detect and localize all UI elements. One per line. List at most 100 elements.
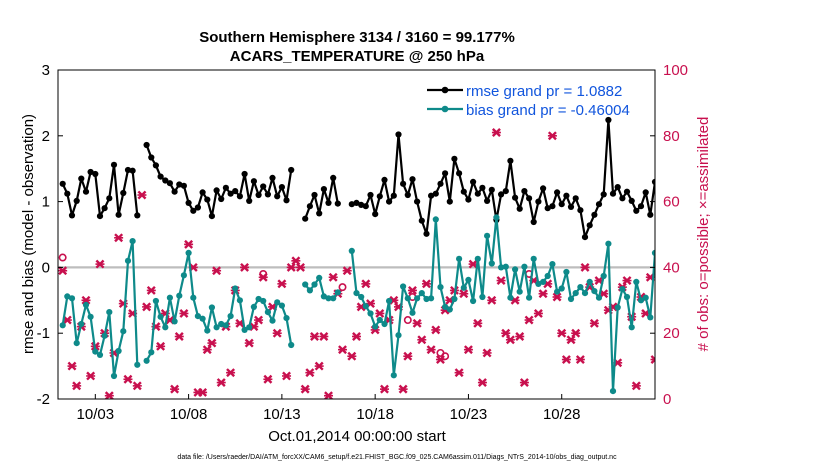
bias-point (432, 216, 439, 223)
obs-assimilated-marker (468, 259, 478, 269)
bias-point (801, 260, 807, 266)
bias-point (376, 316, 383, 324)
rmse-line (351, 118, 655, 239)
bias-point (727, 279, 733, 285)
obs-assimilated-marker (286, 262, 296, 272)
obs-assimilated-marker (660, 349, 669, 356)
bias-point (442, 303, 449, 310)
obs-assimilated-marker (216, 378, 226, 387)
bias-point (185, 249, 192, 256)
obs-assimilated-marker (655, 307, 664, 314)
bias-point (110, 372, 118, 380)
rmse-point (647, 211, 654, 218)
bias-point (460, 284, 467, 291)
rmse-point (651, 178, 655, 185)
y-tick-label: 0 (42, 259, 50, 276)
obs-assimilated-marker (263, 374, 273, 384)
rmse-point (479, 184, 486, 191)
rmse-point (325, 199, 332, 206)
obs-assimilated-stroke (759, 359, 766, 366)
rmse-point (180, 182, 187, 189)
rmse-point (488, 186, 495, 193)
obs-assimilated-marker (314, 361, 324, 371)
rmse-point (750, 225, 756, 231)
rmse-point (166, 180, 173, 187)
rmse-point (101, 205, 108, 212)
rmse-point (666, 185, 672, 191)
rmse-point (288, 166, 295, 174)
rmse-point (78, 175, 85, 182)
obs-assimilated-stroke (801, 270, 808, 277)
bias-point (236, 297, 243, 304)
bias-point (666, 301, 672, 307)
rmse-point (736, 218, 742, 224)
bias-point (68, 295, 76, 302)
obs-assimilated-marker (664, 376, 673, 383)
bias-point (745, 299, 751, 305)
obs-assimilated-marker (772, 96, 781, 103)
obs-assimilated-stroke (665, 376, 672, 383)
obs-assimilated-stroke (726, 323, 733, 330)
legend: rmse grand pr = 1.0882 bias grand pr = -… (427, 83, 630, 119)
bias-point (64, 293, 71, 300)
rmse-point (372, 211, 379, 218)
bias-point (208, 304, 215, 311)
rmse-point (717, 196, 723, 202)
obs-assimilated-marker (776, 284, 785, 291)
obs-assimilated-stroke (749, 287, 756, 294)
obs-assimilated-stroke (768, 336, 775, 343)
rmse-point (222, 184, 229, 191)
rmse-point (502, 188, 509, 195)
rmse-point (549, 203, 556, 210)
bias-point (87, 313, 94, 320)
bias-point (73, 340, 80, 347)
obs-assimilated-marker (207, 338, 217, 348)
bias-point (581, 290, 589, 297)
obs-assimilated-marker (674, 284, 683, 291)
rmse-point (581, 234, 589, 241)
bias-point (180, 272, 187, 279)
obs-assimilated-stroke (675, 284, 682, 291)
obs-assimilated-marker (669, 178, 678, 185)
obs-assimilated-marker (473, 318, 483, 328)
obs-assimilated-marker (328, 272, 338, 282)
bias-point (311, 281, 318, 288)
obs-assimilated-marker (291, 256, 301, 266)
obs-assimilated-stroke (661, 349, 668, 356)
bias-point (381, 320, 388, 328)
obs-assimilated-marker (417, 335, 427, 345)
obs-assimilated-marker (407, 285, 417, 295)
rmse-point (68, 212, 76, 219)
rmse-point (302, 215, 309, 222)
bias-point (451, 295, 458, 303)
obs-assimilated-stroke (726, 323, 733, 330)
bias-point (120, 328, 127, 335)
x-tick-label: 10/03 (77, 406, 115, 423)
obs-assimilated-marker (142, 302, 152, 312)
bias-point (372, 323, 379, 330)
bias-point (92, 348, 99, 355)
bias-point (278, 302, 285, 309)
rmse-point (521, 188, 528, 195)
obs-assimilated-marker (781, 353, 790, 360)
bias-point (797, 292, 803, 298)
obs-assimilated-marker (431, 325, 441, 335)
obs-assimilated-stroke (650, 355, 655, 362)
bias-point (633, 278, 640, 285)
rmse-point (390, 192, 397, 199)
rmse-point (619, 195, 626, 202)
rmse-point (605, 116, 612, 124)
obs-assimilated-marker (454, 368, 464, 378)
bias-point (661, 295, 667, 301)
y2-tick-label: 20 (663, 325, 680, 342)
rmse-point (194, 204, 201, 211)
bias-point (755, 285, 761, 291)
obs-assimilated-marker (72, 381, 82, 391)
rmse-point (498, 191, 505, 198)
obs-assimilated-marker (711, 323, 720, 330)
rmse-point (162, 177, 169, 184)
obs-assimilated-marker (123, 374, 133, 384)
rmse-point (661, 211, 667, 217)
bias-point (152, 297, 159, 305)
obs-assimilated-marker (566, 335, 576, 345)
